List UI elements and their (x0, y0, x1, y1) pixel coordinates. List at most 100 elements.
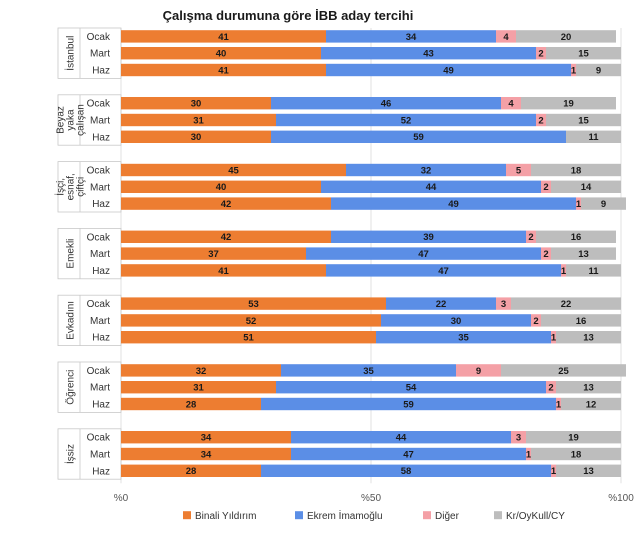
bar-value-label: 3 (516, 433, 521, 444)
bar-value-label: 1 (556, 399, 562, 410)
bar-segment (276, 381, 546, 394)
bar-segment (381, 314, 531, 327)
bar-value-label: 43 (423, 49, 434, 60)
bar-segment (121, 197, 331, 210)
bar-value-label: 59 (403, 399, 414, 410)
bar-value-label: 53 (248, 299, 259, 310)
row-month-label: Mart (90, 182, 110, 193)
x-tick-label: %50 (361, 493, 381, 504)
group-label-line: Evkadını (66, 301, 77, 340)
bar-segment (566, 264, 621, 277)
bar-segment (556, 464, 621, 477)
bar-segment (121, 297, 386, 310)
legend: Binali Yıldırım Ekrem İmamoğlu Diğer Kr/OyK… (183, 509, 565, 522)
bar-value-label: 2 (548, 383, 553, 394)
bar-segment (546, 47, 621, 60)
bar-segment (271, 130, 566, 143)
bar-value-label: 22 (436, 299, 447, 310)
bar-value-label: 39 (423, 232, 434, 243)
bar-segment (326, 63, 571, 77)
bar-segment (536, 230, 616, 243)
bar-segment (571, 63, 576, 77)
row-month-label: Mart (90, 116, 110, 127)
bar-value-label: 9 (601, 199, 606, 210)
group-label-line: İşsiz (64, 444, 77, 464)
bar-value-label: 9 (476, 366, 481, 377)
bar-segment (541, 180, 551, 193)
bar-segment (326, 30, 496, 43)
bar-segment (306, 247, 541, 260)
bar-segment (261, 397, 556, 411)
bar-value-label: 42 (221, 232, 232, 243)
bar-segment (516, 30, 616, 43)
bar-segment (276, 113, 536, 127)
group-label: İşsiz (64, 444, 77, 464)
bar-value-label: 11 (588, 132, 599, 143)
bar-value-label: 19 (563, 99, 574, 110)
bar-segment (551, 464, 556, 477)
group-label-line: çalışan (76, 104, 87, 136)
bar-value-label: 44 (426, 182, 437, 193)
group-label: İstanbul (64, 36, 77, 71)
legend-swatch (423, 511, 431, 520)
bar-value-label: 13 (578, 249, 589, 260)
row-month-label: Mart (90, 383, 110, 394)
x-tick-label: %0 (114, 493, 129, 504)
bar-segment (121, 97, 271, 110)
bar-value-label: 28 (186, 466, 197, 477)
bar-segment (326, 264, 561, 277)
bar-value-label: 30 (191, 132, 202, 143)
bar-segment (521, 97, 616, 110)
row-month-label: Ocak (87, 366, 111, 377)
bar-value-label: 30 (191, 99, 202, 110)
legend-label: Binali Yıldırım (195, 511, 257, 522)
group-label-line: Beyaz (56, 106, 67, 134)
row-month-label: Haz (92, 400, 110, 411)
bar-segment (121, 381, 276, 394)
row-month-label: Ocak (87, 299, 111, 310)
bar-value-label: 52 (246, 316, 257, 327)
bar-value-label: 41 (218, 65, 229, 76)
bar-segment (546, 113, 621, 127)
bar-segment (551, 180, 621, 193)
group-label-line: Emekli (66, 239, 77, 269)
bar-value-label: 49 (448, 199, 459, 210)
legend-label: Kr/OyKull/CY (506, 511, 565, 522)
bar-segment (291, 431, 511, 444)
bar-segment (121, 163, 346, 177)
bar-segment (321, 180, 541, 193)
row-month-label: Mart (90, 450, 110, 461)
bar-value-label: 19 (568, 433, 579, 444)
bar-value-label: 1 (526, 449, 532, 460)
bar-segment (556, 381, 621, 394)
bar-segment (456, 364, 501, 377)
group-label-line: Öğrenci (65, 370, 77, 405)
bar-segment (531, 163, 621, 177)
group-label-line: İstanbul (64, 36, 77, 71)
row-month-label: Ocak (87, 232, 111, 243)
bar-value-label: 9 (596, 65, 601, 76)
bar-segment (121, 447, 291, 461)
bar-value-label: 5 (516, 165, 522, 176)
bar-value-label: 42 (221, 199, 232, 210)
row-month-label: Ocak (87, 166, 111, 177)
group-label: Evkadını (66, 301, 77, 340)
bar-value-label: 47 (438, 266, 449, 277)
bar-value-label: 49 (443, 65, 454, 76)
bar-segment (581, 197, 626, 210)
bar-segment (121, 331, 376, 344)
bar-value-label: 30 (451, 316, 462, 327)
bar-segment (261, 464, 551, 477)
bar-segment (121, 464, 261, 477)
row-month-label: Haz (92, 199, 110, 210)
row-month-label: Haz (92, 132, 110, 143)
bar-segment (511, 431, 526, 444)
bar-value-label: 4 (508, 99, 514, 110)
bar-value-label: 18 (571, 449, 582, 460)
group-label: Öğrenci (65, 370, 77, 405)
bar-segment (511, 297, 621, 310)
bar-value-label: 16 (576, 316, 587, 327)
bar-segment (346, 163, 506, 177)
bar-segment (501, 97, 521, 110)
